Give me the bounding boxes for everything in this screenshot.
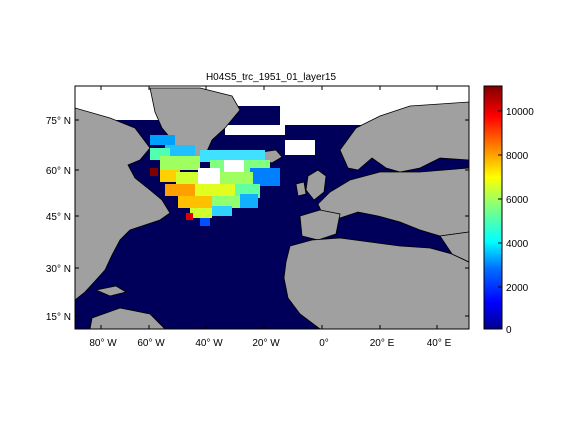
africa: [283, 237, 469, 329]
y-tick-label: 30° N: [46, 264, 71, 275]
x-tick-labels: 80° W 60° W 40° W 20° W 0° 20° E 40° E: [89, 338, 451, 349]
ireland: [295, 181, 307, 197]
arabia: [439, 231, 469, 263]
map-title: H04S5_trc_1951_01_layer15: [206, 72, 337, 83]
y-tick-label: 60° N: [46, 166, 71, 177]
y-tick-labels: 75° N 60° N 45° N 30° N 15° N: [46, 116, 71, 323]
colorbar: 10000 8000 6000 4000 2000 0: [483, 85, 534, 336]
scandinavia: [339, 101, 469, 173]
y-tick-label: 45° N: [46, 212, 71, 223]
x-tick-label: 60° W: [137, 338, 165, 349]
map-axes: [74, 85, 470, 330]
colorbar-tick-label: 6000: [506, 195, 529, 206]
x-tick-label: 80° W: [89, 338, 117, 349]
colorbar-tick-label: 10000: [506, 107, 534, 118]
y-tick-label: 75° N: [46, 116, 71, 127]
colorbar-tick-label: 2000: [506, 283, 529, 294]
x-tick-label: 20° E: [370, 338, 395, 349]
tick-marks: [75, 86, 469, 329]
colorbar-tick-label: 4000: [506, 239, 529, 250]
colorbar-gradient: [483, 85, 503, 330]
x-tick-label: 0°: [319, 338, 329, 349]
colorbar-tick-label: 0: [506, 325, 512, 336]
south-america: [89, 307, 166, 329]
tracer-plume: [150, 135, 280, 226]
x-tick-label: 40° W: [195, 338, 223, 349]
x-tick-label: 20° W: [252, 338, 280, 349]
x-tick-label: 40° E: [427, 338, 452, 349]
y-tick-label: 15° N: [46, 312, 71, 323]
north-america: [75, 107, 171, 301]
colorbar-tick-label: 8000: [506, 151, 529, 162]
iberia: [299, 209, 341, 241]
map-area: [75, 86, 469, 329]
land: [75, 87, 469, 329]
caribbean: [94, 285, 128, 297]
britain: [305, 169, 327, 201]
